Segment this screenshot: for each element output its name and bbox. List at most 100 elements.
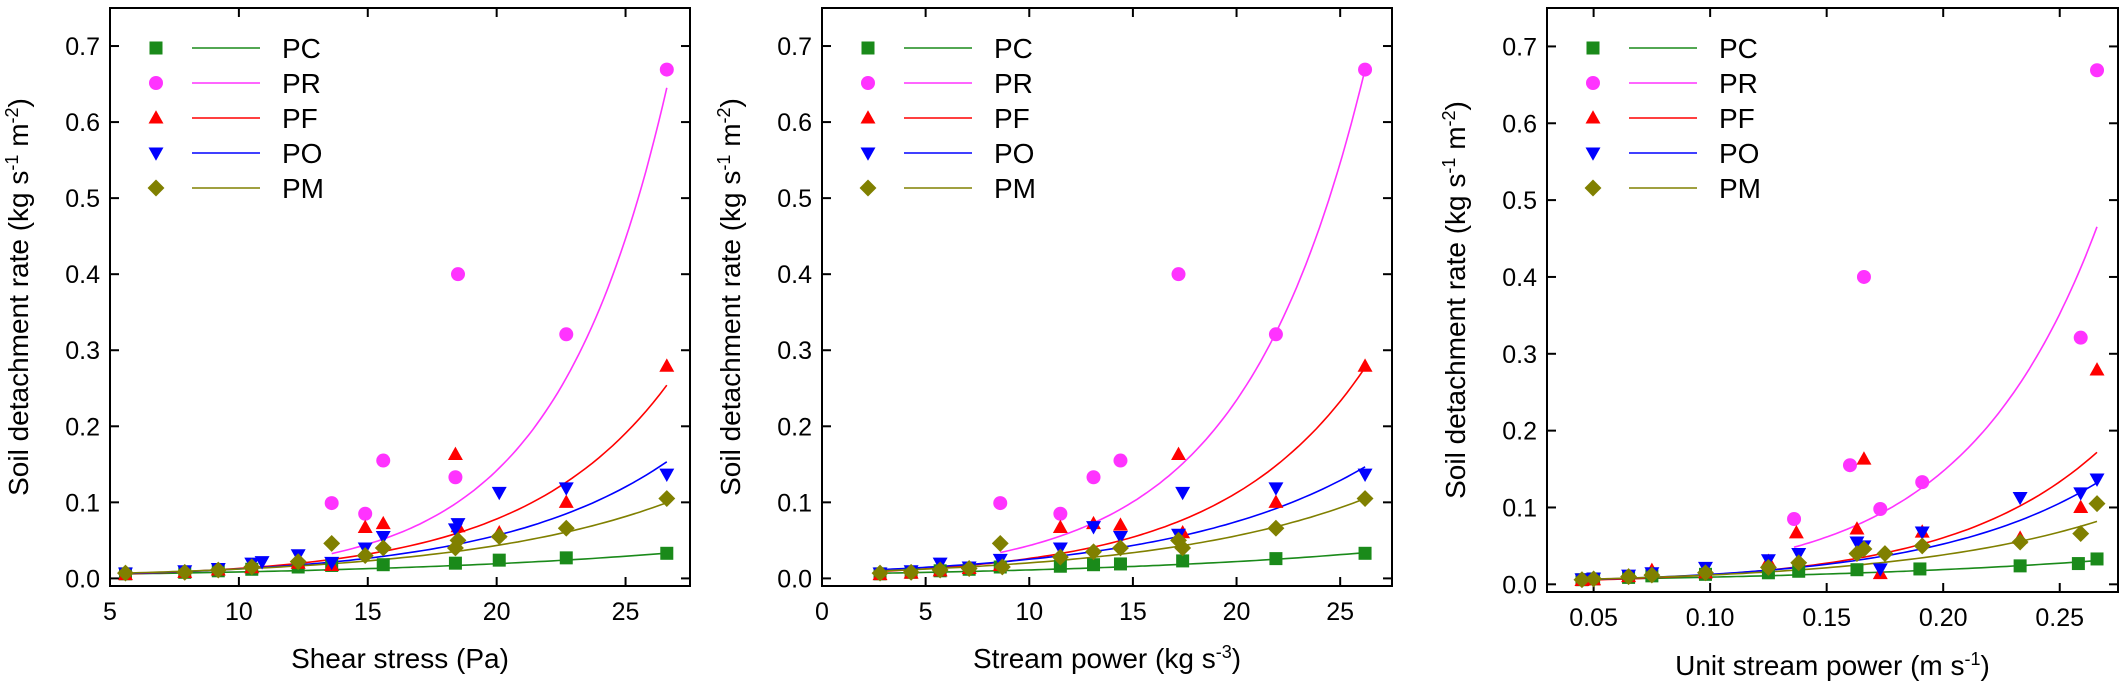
x-tick-label: 25 xyxy=(1326,598,1354,626)
data-point-pm xyxy=(323,534,341,552)
legend-label-pf: PF xyxy=(282,103,318,134)
data-point-pc xyxy=(2013,559,2027,573)
data-point-pm xyxy=(2072,525,2090,543)
y-tick-label: 0.5 xyxy=(777,185,812,213)
legend-label-po: PO xyxy=(282,138,322,169)
legend-marker-pr xyxy=(1586,76,1600,90)
data-point-pm xyxy=(871,564,889,582)
data-point-pf xyxy=(659,358,675,372)
data-point-pm xyxy=(902,563,920,581)
legend-label-pc: PC xyxy=(1719,33,1758,64)
data-point-pm xyxy=(176,563,194,581)
data-point-pr xyxy=(559,327,574,342)
fit-curve-pf xyxy=(879,367,1366,573)
x-tick-label: 10 xyxy=(225,598,253,626)
legend-marker-pf xyxy=(1585,110,1601,124)
data-point-pc xyxy=(2071,557,2085,571)
y-tick-label: 0.5 xyxy=(1502,187,1537,215)
legend-label-pc: PC xyxy=(282,33,321,64)
y-tick-label: 0.0 xyxy=(777,565,812,593)
data-point-pf xyxy=(357,519,373,533)
data-point-pm xyxy=(356,547,374,565)
y-axis-title: Soil detachment rate (kg s-1 m-2) xyxy=(1439,101,1471,499)
data-point-pm xyxy=(1170,531,1187,549)
data-point-pm xyxy=(1585,570,1603,588)
data-point-pm xyxy=(1876,545,1894,563)
data-point-pr xyxy=(1915,475,1930,490)
y-tick-label: 0.4 xyxy=(777,261,812,289)
x-axis-title: Stream power (kg s-3) xyxy=(973,642,1241,674)
panel-3: 0.05 0.10 0.15 0.20 0.25 0.0 0.1 0.2 0.3 0.4 0.5 0.… xyxy=(1439,7,2119,681)
x-tick-label: 0.05 xyxy=(1569,604,1618,632)
data-point-po xyxy=(2073,487,2089,501)
data-point-pc xyxy=(1792,564,1806,578)
data-point-pf xyxy=(447,446,463,460)
data-point-po xyxy=(1112,531,1128,545)
data-point-pc xyxy=(1269,552,1283,566)
y-tick-label: 0.4 xyxy=(1502,264,1537,292)
legend-marker-pm xyxy=(1584,179,1602,197)
data-point-pr xyxy=(1873,502,1888,517)
data-point-pm xyxy=(991,534,1009,552)
data-point-pf xyxy=(1856,451,1872,465)
x-tick-label: 0.10 xyxy=(1686,604,1735,632)
y-tick-label: 0.1 xyxy=(1502,494,1537,522)
y-tick-label: 0.2 xyxy=(777,413,812,441)
data-point-pm xyxy=(1051,548,1069,566)
data-point-pr xyxy=(1171,267,1186,282)
x-tick-label: 0.20 xyxy=(1919,604,1968,632)
legend-label-pf: PF xyxy=(994,103,1030,134)
x-tick-label: 5 xyxy=(919,598,933,626)
data-point-pf xyxy=(2073,499,2089,513)
legend-marker-po xyxy=(148,147,164,161)
x-tick-label: 15 xyxy=(354,598,382,626)
data-point-pc xyxy=(1087,558,1101,572)
data-point-pr xyxy=(993,496,1008,511)
plot-frame xyxy=(109,7,691,587)
data-point-pm xyxy=(209,561,227,579)
data-point-pm xyxy=(1759,558,1777,576)
legend-marker-pc xyxy=(1586,41,1600,55)
data-point-pf xyxy=(375,515,391,530)
legend-label-pr: PR xyxy=(994,68,1033,99)
data-point-po xyxy=(375,531,391,545)
data-point-pc xyxy=(660,546,674,560)
data-point-pc xyxy=(448,556,462,570)
plot-frame xyxy=(821,7,1393,587)
data-point-pc xyxy=(376,558,390,572)
data-point-po xyxy=(254,556,270,570)
y-tick-label: 0.1 xyxy=(777,489,812,517)
plot-frame xyxy=(1546,7,2119,593)
data-point-pm xyxy=(2011,533,2029,551)
data-point-pc xyxy=(1850,563,1864,577)
data-point-pm xyxy=(1790,554,1808,572)
y-tick-label: 0.3 xyxy=(65,337,100,365)
data-point-pm xyxy=(117,564,134,582)
data-point-pm xyxy=(557,519,575,537)
data-point-pc xyxy=(559,551,573,565)
data-point-pc xyxy=(1913,562,1927,576)
fit-curve-pm xyxy=(1581,520,2098,581)
y-tick-label: 0.3 xyxy=(1502,341,1537,369)
data-point-pm xyxy=(490,528,508,546)
data-point-pm xyxy=(931,561,949,579)
data-point-pr xyxy=(1268,327,1283,342)
data-point-po xyxy=(558,482,574,496)
x-tick-label: 15 xyxy=(1119,598,1147,626)
data-point-pm xyxy=(1855,540,1873,558)
legend-label-pr: PR xyxy=(1719,68,1758,99)
x-axis-title: Unit stream power (m s-1) xyxy=(1675,649,1990,681)
data-point-pc xyxy=(1053,559,1067,573)
data-point-pm xyxy=(1697,564,1714,582)
legend-label-po: PO xyxy=(994,138,1034,169)
data-point-po xyxy=(659,468,675,483)
data-point-po xyxy=(2089,473,2105,487)
y-axis-title: Soil detachment rate (kg s-1 m-2) xyxy=(714,98,746,496)
data-point-pr xyxy=(1053,506,1068,521)
fit-curve-pf xyxy=(125,384,668,575)
data-point-po xyxy=(992,553,1008,568)
legend-marker-pf xyxy=(148,110,164,124)
panel-1: 5 10 15 20 25 0.0 0.1 0.2 0.3 0.4 0.5 0.6 0.7 Shear s… xyxy=(2,7,691,674)
data-point-po xyxy=(2012,491,2028,506)
legend-marker-pr xyxy=(149,76,163,90)
